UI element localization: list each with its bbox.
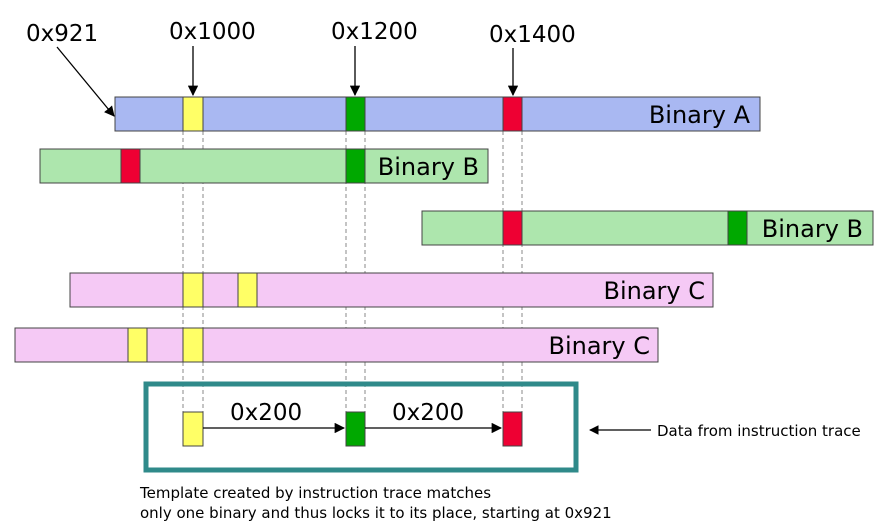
trace-marker-green — [345, 411, 366, 447]
trace-template-box: 0x200 0x200 — [143, 381, 579, 473]
trace-label: Data from instruction trace — [657, 422, 861, 440]
address-label-0x1200: 0x1200 — [331, 19, 418, 45]
binary-label: Binary A — [649, 101, 751, 129]
binary-label: Binary B — [762, 215, 863, 243]
marker-red — [502, 96, 523, 132]
marker-green — [345, 96, 366, 132]
marker-red — [502, 210, 523, 246]
address-label-0x1000: 0x1000 — [169, 19, 256, 45]
binary-label: Binary C — [603, 277, 705, 305]
marker-yellow — [182, 327, 204, 363]
address-label-0x921: 0x921 — [26, 21, 98, 47]
marker-green — [345, 148, 366, 184]
binary-c-bar-2: Binary C — [14, 327, 659, 363]
marker-yellow — [182, 96, 204, 132]
binary-c-bar-1: Binary C — [69, 272, 714, 308]
binary-label: Binary C — [548, 332, 650, 360]
offset-label-2: 0x200 — [392, 400, 464, 426]
marker-red — [120, 148, 141, 184]
marker-yellow — [182, 272, 204, 308]
binary-a-bar: Binary A — [114, 96, 761, 132]
marker-yellow — [237, 272, 258, 308]
caption-line-2: only one binary and thus locks it to its… — [140, 504, 612, 522]
binary-label: Binary B — [378, 153, 479, 181]
trace-marker-red — [502, 411, 523, 447]
alignment-guides — [182, 131, 523, 412]
marker-green — [727, 210, 748, 246]
caption-line-1: Template created by instruction trace ma… — [139, 484, 491, 502]
address-arrows — [56, 46, 519, 117]
trace-marker-yellow — [182, 411, 204, 447]
address-label-0x1400: 0x1400 — [489, 22, 576, 48]
offset-label-1: 0x200 — [230, 400, 302, 426]
binary-b-bar-1: Binary B — [39, 148, 489, 184]
marker-yellow — [127, 327, 148, 363]
binary-b-bar-2: Binary B — [421, 210, 874, 246]
